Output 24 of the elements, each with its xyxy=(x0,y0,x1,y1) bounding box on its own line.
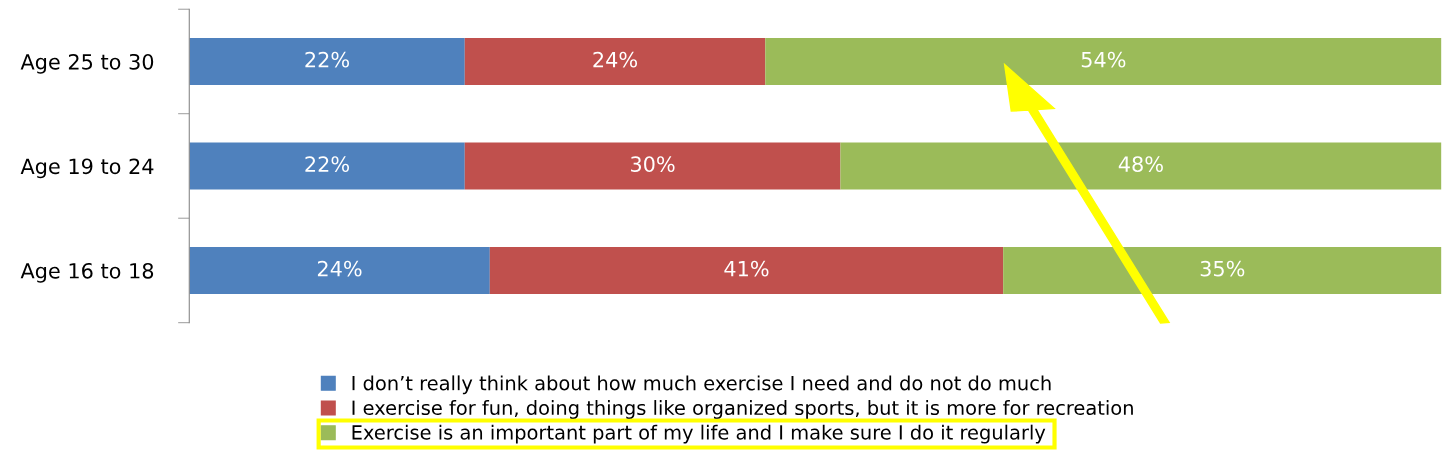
bar xyxy=(840,142,1442,190)
y-tick-label: Age 25 to 30 xyxy=(20,53,154,74)
data-label: 35% xyxy=(1200,260,1245,277)
bar xyxy=(189,37,465,85)
data-label: 22% xyxy=(305,51,350,68)
data-label: 24% xyxy=(593,51,638,68)
y-tick-label: Age 16 to 18 xyxy=(20,262,154,283)
data-label: 48% xyxy=(1118,156,1163,172)
data-label: 22% xyxy=(305,156,350,172)
legend-label: Exercise is an important part of my life and I make sure I do it regularly xyxy=(352,424,1046,444)
bar xyxy=(189,246,490,294)
legend-label: I don’t really think about how much exercise I need and do not do much xyxy=(352,375,1051,395)
data-label: 54% xyxy=(1081,51,1126,68)
data-label: 30% xyxy=(631,156,675,172)
bar xyxy=(489,246,1004,294)
data-label: 24% xyxy=(317,260,362,277)
data-label: 41% xyxy=(724,260,769,277)
y-tick-label: Age 19 to 24 xyxy=(20,158,154,179)
bar xyxy=(464,37,766,85)
legend-label: I exercise for fun, doing things like organized sports, but it is more for recreation xyxy=(352,400,1133,419)
bar xyxy=(765,37,1442,85)
bar xyxy=(189,142,465,190)
bar xyxy=(1003,246,1442,294)
bar xyxy=(464,142,841,190)
